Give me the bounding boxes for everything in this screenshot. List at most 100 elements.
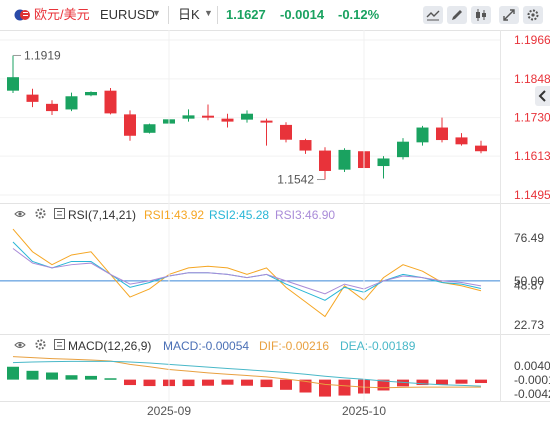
rsi-tick-label: 50.00 bbox=[514, 274, 544, 288]
macd-histogram-bar bbox=[65, 375, 78, 380]
macd-histogram-bar bbox=[182, 379, 195, 387]
chevron-down-icon[interactable]: ▼ bbox=[204, 8, 213, 18]
macd-histogram-bar bbox=[124, 379, 136, 386]
rsi-line-rsi1 bbox=[12, 228, 482, 318]
candle-body bbox=[143, 124, 156, 133]
macd-title: MACD(12,26,9) bbox=[68, 339, 152, 353]
candle-body bbox=[416, 127, 429, 143]
dif-legend: DIF:-0.00216 bbox=[259, 339, 330, 353]
macd-histogram-bar bbox=[143, 379, 156, 387]
candle-body bbox=[455, 137, 468, 145]
price-change-percent: -0.12% bbox=[338, 7, 380, 22]
macd-histogram-bar bbox=[46, 372, 58, 380]
candle-body bbox=[182, 115, 195, 119]
candle-type-icon[interactable] bbox=[471, 6, 491, 24]
date-tick-label: 2025-10 bbox=[342, 404, 386, 418]
rsi3-legend: RSI3:46.90 bbox=[275, 208, 336, 222]
candle-body bbox=[124, 114, 136, 136]
macd-histogram-bar bbox=[377, 379, 390, 391]
macd-histogram-bar bbox=[436, 379, 448, 385]
macd-histogram-bar bbox=[455, 379, 468, 384]
macd-histogram-bar bbox=[7, 366, 19, 380]
rsi1-legend: RSI1:43.92 bbox=[144, 208, 205, 222]
price-tick-label: 1.1613 bbox=[514, 149, 550, 163]
price-tick-label: 1.1966 bbox=[514, 33, 550, 47]
candle-body bbox=[280, 124, 292, 140]
candle-body bbox=[202, 115, 214, 118]
price-change: -0.0014 bbox=[280, 7, 325, 22]
candle-body bbox=[7, 77, 19, 91]
symbol-label[interactable]: EURUSD bbox=[100, 7, 155, 22]
candle-body bbox=[26, 94, 39, 102]
last-price: 1.1627 bbox=[226, 7, 266, 22]
macd-legend: MACD:-0.00054 bbox=[163, 339, 250, 353]
price-tick-label: 1.1848 bbox=[514, 72, 550, 86]
macd-tick-label: 0.00402 bbox=[514, 359, 550, 373]
candle-body bbox=[104, 90, 117, 114]
macd-histogram-bar bbox=[319, 379, 331, 397]
rsi-tick-label: 22.73 bbox=[514, 318, 544, 332]
period-selector[interactable]: 日K bbox=[178, 7, 200, 22]
macd-tick-label: -0.00011 bbox=[514, 373, 550, 387]
chevron-left-icon[interactable] bbox=[535, 86, 550, 106]
candle-body bbox=[221, 118, 234, 122]
macd-histogram-bar bbox=[280, 379, 292, 390]
macd-histogram-bar bbox=[241, 379, 253, 386]
candle-body bbox=[46, 103, 58, 112]
candle-body bbox=[319, 150, 331, 171]
gear-icon[interactable] bbox=[34, 207, 47, 220]
dif-line bbox=[12, 356, 481, 389]
macd-histogram-bar bbox=[202, 379, 214, 386]
divider bbox=[168, 6, 169, 24]
candle-body bbox=[436, 127, 448, 141]
macd-histogram-bar bbox=[416, 379, 429, 386]
hide-indicator-icon[interactable] bbox=[14, 208, 26, 220]
price-tick-label: 1.1730 bbox=[514, 111, 550, 125]
eu-us-flag-icon bbox=[14, 9, 30, 21]
macd-histogram-bar bbox=[260, 379, 273, 388]
candle-body bbox=[241, 113, 253, 120]
rsi-title: RSI(7,14,21) bbox=[68, 208, 137, 222]
candle-body bbox=[65, 96, 78, 110]
macd-histogram-bar bbox=[221, 379, 234, 385]
low-annotation: 1.1542 bbox=[277, 173, 314, 187]
candle-body bbox=[85, 91, 97, 96]
indicator-menu-icon[interactable] bbox=[54, 208, 65, 219]
hide-indicator-icon[interactable] bbox=[14, 339, 26, 351]
dea-legend: DEA:-0.00189 bbox=[340, 339, 416, 353]
rsi-tick-label: 48.87 bbox=[514, 279, 544, 293]
rsi-line-rsi3 bbox=[12, 248, 482, 295]
candle-body bbox=[475, 145, 487, 152]
chevron-down-icon[interactable]: ▼ bbox=[152, 8, 161, 18]
price-tick-label: 1.1495 bbox=[514, 188, 550, 202]
candle-body bbox=[299, 140, 312, 151]
macd-histogram-bar bbox=[85, 375, 97, 380]
candle-body bbox=[260, 120, 273, 123]
indicator-menu-icon[interactable] bbox=[54, 339, 65, 350]
macd-histogram-bar bbox=[104, 378, 117, 380]
macd-histogram-bar bbox=[26, 370, 39, 380]
rsi-line-rsi2 bbox=[12, 241, 482, 301]
divider bbox=[217, 6, 218, 24]
top-bar: 欧元/美元 EURUSD ▼ 日K ▼ 1.1627 -0.0014 -0.12… bbox=[0, 0, 550, 30]
line-tool-icon[interactable] bbox=[423, 6, 443, 24]
candle-body bbox=[377, 158, 390, 167]
macd-histogram-bar bbox=[475, 379, 487, 384]
macd-histogram-bar bbox=[338, 379, 351, 396]
fullscreen-icon[interactable] bbox=[499, 6, 519, 24]
pencil-icon[interactable] bbox=[447, 6, 467, 24]
date-tick-label: 2025-09 bbox=[147, 404, 191, 418]
gear-icon[interactable] bbox=[34, 338, 47, 351]
rsi2-legend: RSI2:45.28 bbox=[209, 208, 270, 222]
macd-tick-label: -0.00424 bbox=[514, 387, 550, 401]
macd-histogram-bar bbox=[397, 379, 409, 387]
candle-body bbox=[338, 149, 351, 170]
macd-histogram-bar bbox=[299, 379, 312, 393]
dea-line bbox=[12, 360, 482, 387]
pair-name[interactable]: 欧元/美元 bbox=[34, 7, 90, 22]
high-annotation: 1.1919 bbox=[24, 48, 61, 62]
settings-icon[interactable] bbox=[523, 6, 543, 24]
candle-body bbox=[397, 141, 409, 158]
rsi-tick-label: 76.49 bbox=[514, 231, 544, 245]
